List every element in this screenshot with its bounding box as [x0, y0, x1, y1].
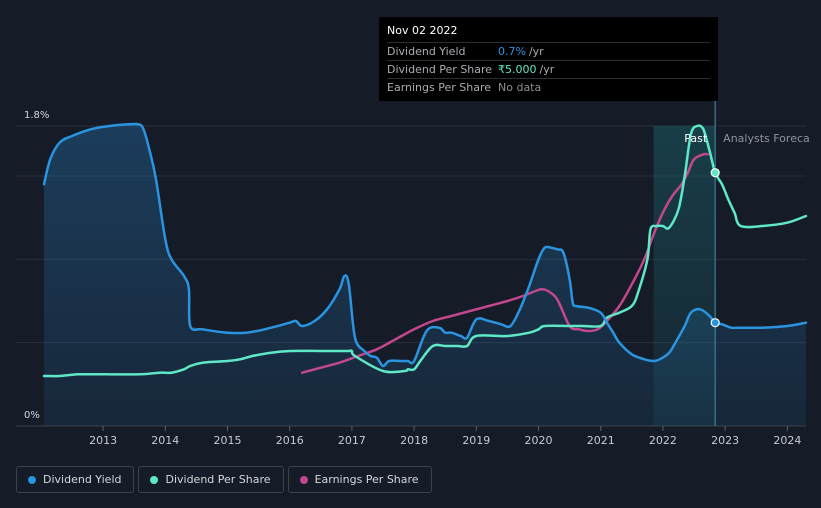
hover-marker-dots — [710, 168, 720, 328]
dividend-yield-line — [42, 122, 808, 368]
y-axis-bottom-label: 0% — [24, 410, 40, 421]
x-tick-label: 2022 — [649, 434, 677, 447]
x-tick-label: 2021 — [587, 434, 615, 447]
x-tick-label: 2024 — [773, 434, 801, 447]
tooltip-row-label: Dividend Yield — [387, 45, 466, 58]
legend-label: Dividend Yield — [43, 473, 122, 486]
legend-dot-icon — [299, 475, 308, 484]
tooltip-row-value: 0.7% — [498, 45, 526, 58]
legend-item-earnings-per-share[interactable]: Earnings Per Share — [287, 466, 432, 493]
y-axis-top-label: 1.8% — [24, 110, 49, 121]
tooltip-row-label: Earnings Per Share — [387, 81, 492, 94]
legend-dot-icon — [150, 475, 159, 484]
x-tick-label: 2018 — [400, 434, 428, 447]
dividend-yield-marker-dot — [710, 318, 720, 328]
x-tick-label: 2015 — [214, 434, 242, 447]
x-axis-ticks: 2013 2014 2015 2016 2017 2018 2019 2020 2021 2022… — [89, 426, 801, 447]
x-tick-label: 2020 — [525, 434, 553, 447]
earnings-per-share-line — [300, 152, 709, 374]
dividend-per-share-line — [42, 124, 808, 378]
past-region-label: Past — [684, 132, 708, 145]
x-tick-label: 2014 — [151, 434, 179, 447]
chart-tooltip: Nov 02 2022 Dividend Yield 0.7% /yr Divi… — [379, 17, 718, 101]
legend-dot-icon — [28, 475, 36, 484]
tooltip-row-dividend-yield: Dividend Yield 0.7% /yr — [387, 42, 710, 60]
legend-label: Earnings Per Share — [314, 473, 419, 486]
x-tick-label: 2016 — [276, 434, 304, 447]
x-tick-label: 2017 — [338, 434, 366, 447]
legend-item-dividend-per-share[interactable]: Dividend Per Share — [138, 466, 284, 493]
tooltip-row-value: ₹5.000 — [498, 63, 537, 76]
chart-legend: Dividend Yield Dividend Per Share Earnin… — [16, 466, 432, 493]
tooltip-row-earnings-per-share: Earnings Per Share No data — [387, 78, 710, 96]
x-tick-label: 2019 — [462, 434, 490, 447]
legend-label: Dividend Per Share — [165, 473, 271, 486]
legend-item-dividend-yield[interactable]: Dividend Yield — [16, 466, 135, 493]
x-tick-label: 2023 — [711, 434, 739, 447]
forecast-region-label: Analysts Foreca — [723, 132, 810, 145]
tooltip-row-value: No data — [498, 81, 542, 94]
tooltip-row-unit: /yr — [528, 45, 544, 58]
series-lines — [42, 122, 808, 378]
x-tick-label: 2013 — [89, 434, 117, 447]
series-areas — [44, 124, 806, 427]
tooltip-row-unit: /yr — [539, 63, 555, 76]
tooltip-row-dividend-per-share: Dividend Per Share ₹5.000 /yr — [387, 60, 710, 78]
dividend-yield-area — [44, 124, 806, 427]
tooltip-row-label: Dividend Per Share — [387, 63, 493, 76]
dividend-per-share-marker-dot — [710, 168, 720, 178]
tooltip-date: Nov 02 2022 — [387, 24, 458, 37]
